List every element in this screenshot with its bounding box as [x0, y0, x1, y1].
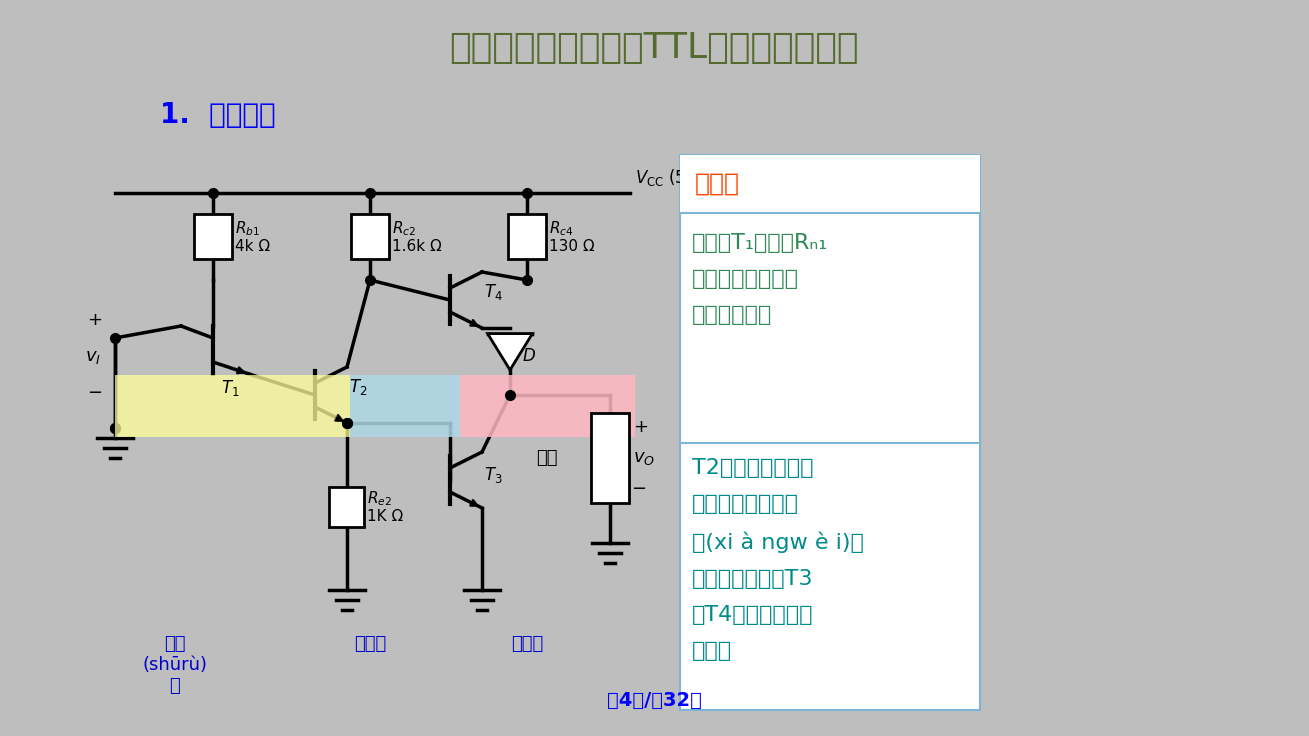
Text: 130 Ω: 130 Ω — [548, 239, 594, 254]
Text: $T_2$: $T_2$ — [350, 377, 368, 397]
Text: $V_{\mathrm{CC}}$ (5V): $V_{\mathrm{CC}}$ (5V) — [635, 167, 704, 188]
FancyBboxPatch shape — [679, 155, 980, 710]
Text: $T_3$: $T_3$ — [484, 465, 503, 485]
Text: $R_{c4}$: $R_{c4}$ — [548, 219, 573, 238]
Text: 第4页/共32页: 第4页/共32页 — [606, 690, 702, 710]
Text: 一．标准生产工艺的TTL非门的工作原理: 一．标准生产工艺的TTL非门的工作原理 — [449, 31, 859, 65]
Polygon shape — [487, 333, 533, 370]
Text: $R_{c2}$: $R_{c2}$ — [391, 219, 416, 238]
Bar — [351, 214, 389, 259]
Text: +: + — [634, 418, 648, 436]
Bar — [115, 375, 350, 437]
Text: $R_{b1}$: $R_{b1}$ — [236, 219, 260, 238]
Bar — [590, 413, 630, 503]
Text: 输出级: 输出级 — [695, 172, 740, 196]
Text: $T_1$: $T_1$ — [221, 378, 240, 398]
Bar — [508, 214, 546, 259]
Text: 4k Ω: 4k Ω — [236, 239, 270, 254]
Text: $D$: $D$ — [522, 347, 535, 365]
Text: 1.6k Ω: 1.6k Ω — [391, 239, 441, 254]
Bar — [330, 486, 364, 526]
Text: 输入
(shūrù)
级: 输入 (shūrù) 级 — [143, 635, 208, 695]
Text: 中间级: 中间级 — [353, 635, 386, 653]
Text: −: − — [88, 384, 102, 402]
Text: −: − — [631, 480, 647, 498]
Text: $R_{e2}$: $R_{e2}$ — [368, 489, 393, 508]
Text: 负载: 负载 — [535, 449, 558, 467]
Text: 1.  电路组成: 1. 电路组成 — [160, 101, 276, 129]
Text: $T_4$: $T_4$ — [484, 282, 503, 302]
Bar — [350, 375, 459, 437]
Bar — [679, 155, 980, 213]
Text: $v_O$: $v_O$ — [634, 449, 654, 467]
Text: 输入级T₁和电阻Rₙ₁
组成。用于提高电
路的开关速度: 输入级T₁和电阻Rₙ₁ 组成。用于提高电 路的开关速度 — [692, 233, 829, 325]
Text: +: + — [88, 311, 102, 329]
Bar — [459, 375, 635, 437]
Text: T2的集电极和发射
极同时输出两个相
位(xi à ngw è i)相
反的信号，作为T3
和T4输出级的驱动
信号；: T2的集电极和发射 极同时输出两个相 位(xi à ngw è i)相 反的信号… — [692, 458, 864, 661]
Bar — [194, 214, 232, 259]
Text: $v_I$: $v_I$ — [85, 348, 101, 366]
Text: 1K Ω: 1K Ω — [368, 509, 403, 524]
Text: 输出级: 输出级 — [511, 635, 543, 653]
